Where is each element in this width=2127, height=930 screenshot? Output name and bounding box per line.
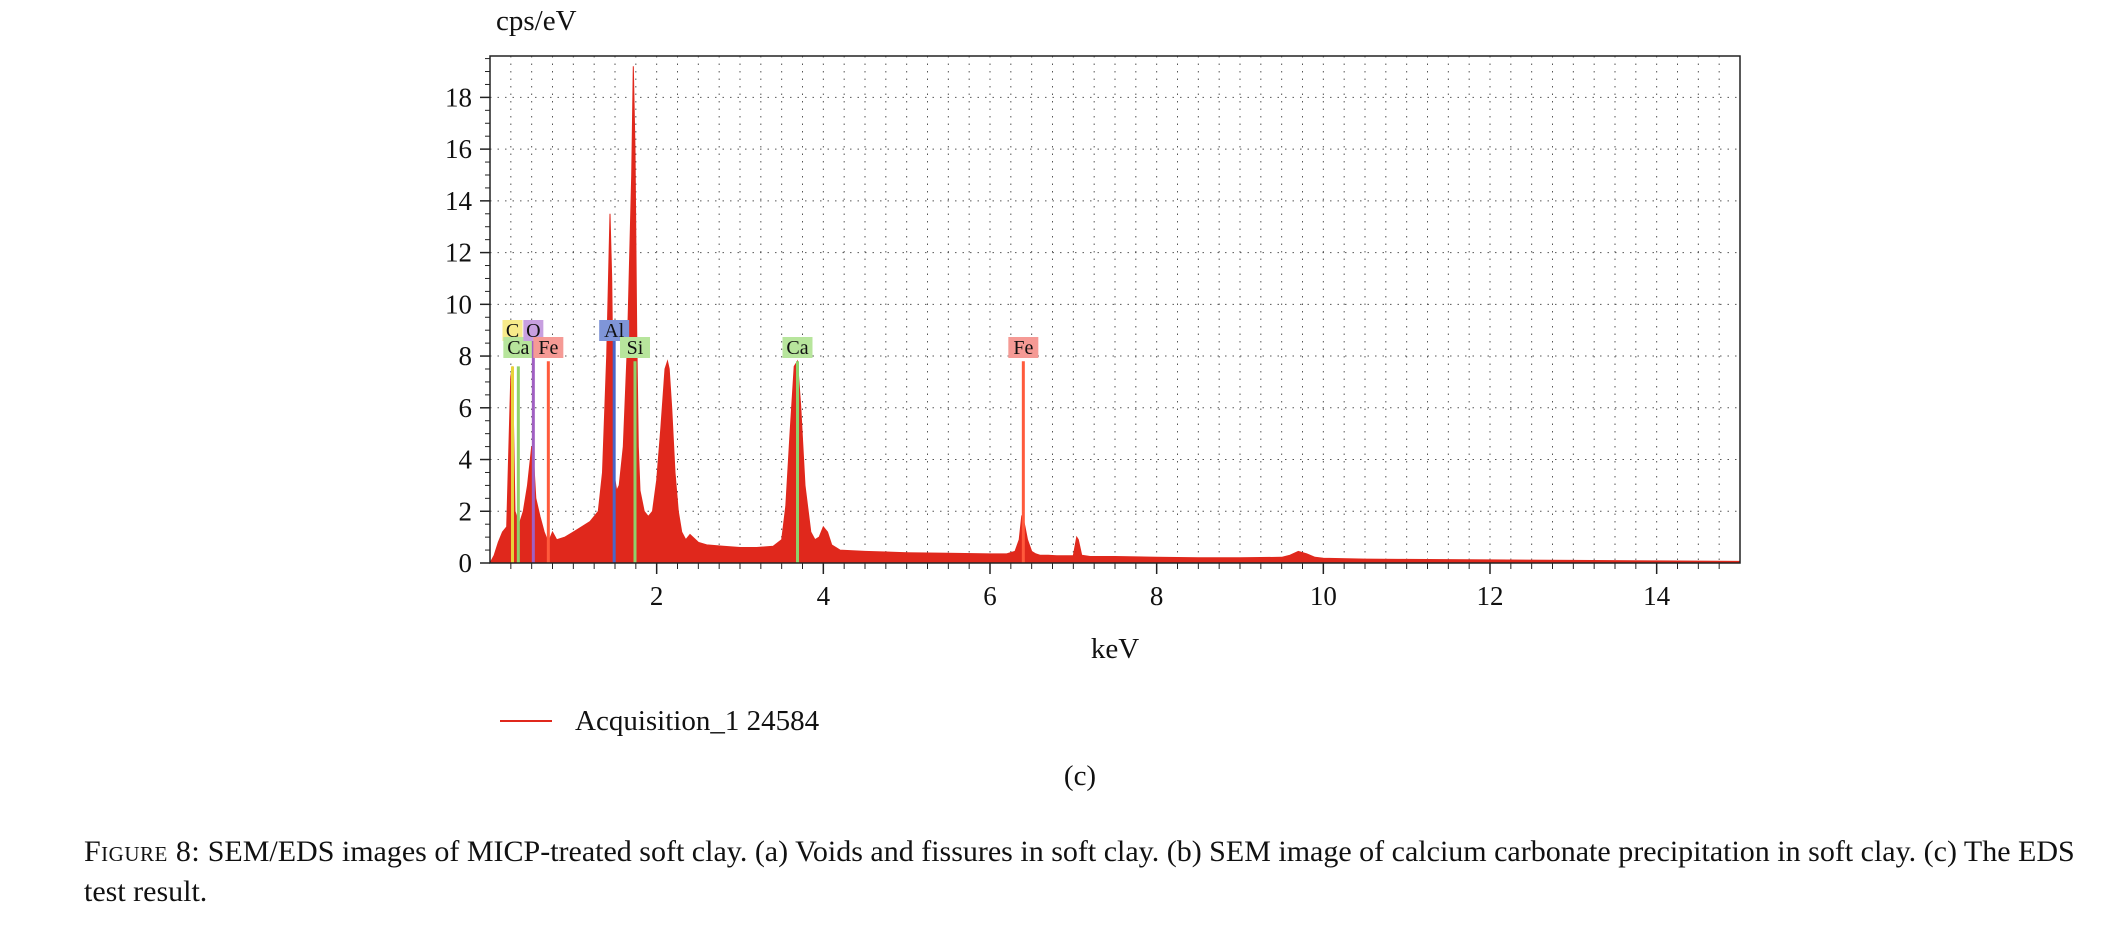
- figure-caption: Figure 8: SEM/EDS images of MICP-treated…: [84, 832, 2104, 912]
- element-label-ca: Ca: [507, 337, 529, 359]
- x-tick-label: 6: [983, 581, 997, 611]
- element-label-bg: [533, 337, 564, 358]
- element-label-bg: [503, 337, 534, 358]
- panel-label: (c): [1063, 760, 1097, 792]
- y-tick-label: 10: [445, 289, 472, 319]
- x-tick-label: 4: [817, 581, 831, 611]
- element-label-bg: [502, 320, 523, 341]
- x-tick-label: 8: [1150, 581, 1164, 611]
- legend: Acquisition_1 24584: [500, 705, 820, 737]
- element-label-o: O: [526, 320, 540, 342]
- y-tick-label: 16: [445, 134, 472, 164]
- element-label-al: Al: [604, 320, 624, 342]
- element-label-bg: [523, 320, 544, 341]
- y-tick-label: 14: [445, 186, 473, 216]
- element-label-fe: Fe: [1013, 337, 1033, 359]
- spectrum-area: [490, 66, 1740, 563]
- y-tick-label: 8: [459, 341, 473, 371]
- y-tick-label: 4: [459, 445, 473, 475]
- y-tick-label: 2: [459, 496, 473, 526]
- element-label-fe: Fe: [538, 337, 558, 359]
- element-label-si: Si: [627, 337, 644, 359]
- x-tick-label: 2: [650, 581, 664, 611]
- x-tick-label: 12: [1477, 581, 1504, 611]
- element-label-bg: [599, 320, 630, 341]
- grid-lines: [490, 56, 1740, 563]
- spectrum-series: [490, 66, 1740, 563]
- axes: 0 2 4 6 8 10 12 14 16 18 2 4 6 8 10 12 14: [445, 58, 1720, 611]
- figure-caption-text: SEM/EDS images of MICP-treated soft clay…: [84, 835, 2075, 908]
- y-tick-label: 0: [459, 548, 473, 578]
- element-label-c: C: [506, 320, 519, 342]
- element-label-bg: [1008, 337, 1039, 358]
- y-tick-label: 18: [445, 82, 472, 112]
- element-label-bg: [782, 337, 813, 358]
- element-label-ca: Ca: [786, 337, 808, 359]
- x-axis-title: keV: [1091, 633, 1139, 665]
- figure-caption-head: Figure 8:: [84, 835, 201, 868]
- x-tick-label: 10: [1310, 581, 1337, 611]
- x-tick-label: 14: [1643, 581, 1671, 611]
- element-label-bg: [620, 337, 650, 358]
- y-axis-title: cps/eV: [496, 5, 577, 37]
- y-tick-label: 12: [445, 238, 472, 268]
- legend-entry: Acquisition_1 24584: [575, 705, 820, 737]
- y-tick-label: 6: [459, 393, 473, 423]
